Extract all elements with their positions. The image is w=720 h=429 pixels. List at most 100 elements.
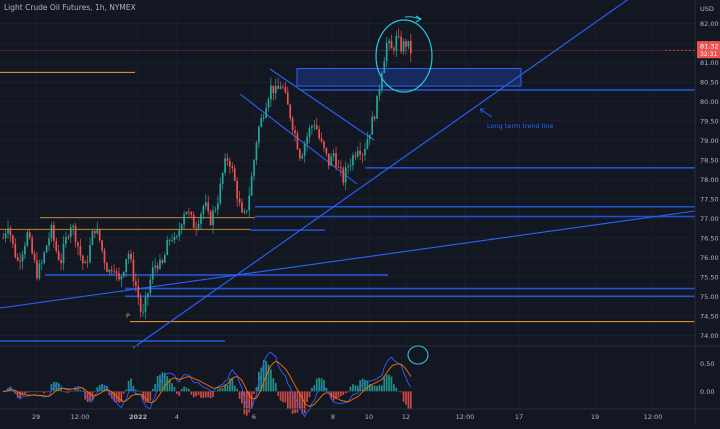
macd-histogram-bar	[284, 391, 287, 403]
macd-histogram-bar	[202, 391, 205, 398]
macd-histogram-bar	[371, 385, 374, 392]
candle-body	[192, 214, 195, 228]
candle-body	[349, 165, 352, 167]
candle-body	[219, 183, 222, 204]
macd-histogram-bar	[383, 376, 386, 392]
trend-label-text: Long term trend line	[487, 122, 553, 130]
macd-histogram-bar	[253, 391, 255, 394]
candle-body	[21, 254, 24, 262]
macd-histogram-bar	[19, 391, 21, 400]
macd-histogram-bar	[270, 369, 272, 392]
macd-histogram-bar	[171, 383, 173, 392]
macd-histogram-bar	[361, 378, 364, 392]
y-tick-label: 82.00	[700, 20, 719, 28]
macd-histogram-bar	[291, 391, 294, 414]
trend-line	[269, 68, 375, 141]
macd-histogram-bar	[395, 387, 398, 392]
candle-body	[53, 225, 55, 242]
y-tick-label: 78.50	[700, 157, 719, 165]
x-tick-label: 12:00	[456, 413, 475, 421]
candle-body	[26, 232, 29, 246]
candle-body	[368, 134, 371, 139]
candle-body	[361, 154, 364, 156]
macd-histogram-bar	[113, 391, 115, 402]
candle-body	[173, 236, 176, 241]
macd-histogram-bar	[356, 385, 359, 392]
macd-histogram-bar	[33, 390, 36, 392]
macd-histogram-bar	[26, 391, 29, 393]
macd-histogram-bar	[219, 388, 222, 392]
candle-body	[347, 166, 349, 168]
candle-body	[176, 236, 178, 238]
candle-body	[154, 265, 156, 268]
macd-histogram-bar	[352, 384, 354, 392]
candle-body	[161, 259, 164, 263]
macd-histogram-bar	[130, 378, 132, 392]
macd-histogram-bar	[306, 391, 308, 402]
macd-histogram-bar	[299, 391, 301, 410]
macd-histogram-bar	[98, 384, 101, 392]
candle-body	[94, 230, 96, 234]
macd-histogram-bar	[79, 390, 82, 392]
candle-body	[294, 130, 296, 134]
macd-histogram-bar	[67, 391, 70, 393]
candle-body	[115, 271, 118, 273]
candle-body	[330, 156, 333, 166]
candle-body	[178, 230, 181, 237]
candle-body	[233, 168, 236, 181]
currency-label: USD	[700, 5, 714, 13]
macd-histogram-bar	[65, 391, 67, 393]
macd-histogram-bar	[243, 391, 246, 415]
candle-body	[125, 259, 128, 272]
macd-histogram-bar	[390, 376, 393, 392]
candle-body	[7, 228, 9, 234]
candle-body	[33, 253, 36, 261]
macd-histogram-bar	[156, 376, 159, 392]
candle-body	[38, 263, 41, 279]
macd-histogram-bar	[40, 391, 43, 393]
candle-body	[325, 147, 328, 154]
macd-histogram-bar	[137, 390, 140, 392]
candle-body	[120, 276, 123, 280]
candle-body	[335, 153, 337, 167]
y-tick-label: 80.00	[700, 98, 719, 106]
chart-header: Light Crude Oil Futures, 1h, NYMEX	[4, 3, 136, 12]
macd-histogram-bar	[21, 391, 24, 396]
macd-histogram-bar	[340, 391, 342, 397]
y-tick-label: 79.00	[700, 137, 719, 145]
macd-histogram-bar	[231, 377, 234, 392]
macd-histogram-bar	[349, 386, 352, 392]
x-tick-label: 12:00	[644, 413, 663, 421]
candle-body	[185, 211, 188, 215]
candle-body	[279, 86, 282, 89]
macd-histogram-bar	[180, 389, 183, 392]
trend-line	[239, 93, 358, 185]
candle-body	[137, 285, 140, 298]
candle-body	[67, 236, 70, 238]
macd-histogram-bar	[86, 391, 89, 402]
trend-label-arrow	[479, 108, 485, 114]
candle-body	[248, 195, 251, 211]
candle-body	[9, 228, 12, 236]
y-tick-label: 80.50	[700, 79, 719, 87]
candle-body	[270, 85, 272, 100]
candle-body	[303, 143, 306, 156]
candle-body	[385, 43, 388, 62]
macd-histogram-bar	[308, 391, 311, 398]
candle-body	[267, 99, 270, 108]
macd-histogram-bar	[72, 391, 74, 392]
macd-histogram-bar	[38, 391, 41, 392]
y-tick-label: 79.50	[700, 118, 719, 126]
macd-histogram-bar	[50, 384, 53, 392]
macd-histogram-bar	[313, 385, 316, 392]
candle-body	[45, 245, 48, 253]
candle-body	[28, 232, 31, 238]
x-tick-label: 8	[331, 413, 335, 421]
candle-body	[31, 237, 33, 254]
macd-histogram-bar	[178, 391, 181, 396]
candle-body	[113, 270, 115, 272]
candle-body	[354, 155, 357, 157]
macd-histogram-bar	[376, 386, 378, 392]
macd-histogram-bar	[320, 378, 323, 392]
